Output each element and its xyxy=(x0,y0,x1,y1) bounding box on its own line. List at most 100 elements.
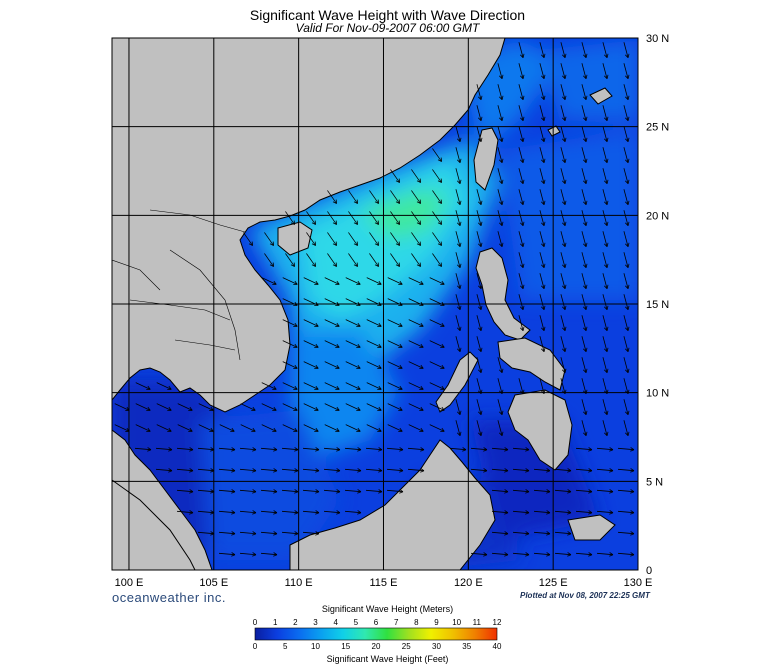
wave-direction-arrow xyxy=(387,382,403,391)
wave-direction-arrow xyxy=(366,319,382,328)
longitude-label: 100 E xyxy=(115,577,144,589)
wave-direction-arrow xyxy=(197,531,215,536)
wave-direction-arrow xyxy=(476,126,483,143)
wave-direction-arrow xyxy=(344,468,362,473)
legend-meter-tick: 5 xyxy=(354,618,359,627)
wave-direction-arrow xyxy=(623,210,630,227)
latitude-label: 20 N xyxy=(646,210,669,222)
wave-direction-arrow xyxy=(390,232,400,246)
wave-direction-arrow xyxy=(602,42,609,59)
wave-direction-arrow xyxy=(476,189,483,206)
wave-direction-arrow xyxy=(497,231,504,248)
wave-direction-arrow xyxy=(387,319,403,328)
wave-direction-arrow xyxy=(602,168,609,185)
wave-direction-arrow xyxy=(327,190,337,204)
wave-direction-arrow xyxy=(533,531,551,536)
wave-direction-arrow xyxy=(302,447,320,452)
legend-feet-tick: 5 xyxy=(283,642,288,651)
wave-direction-arrow xyxy=(327,232,337,246)
wave-direction-arrow xyxy=(282,361,298,370)
wave-direction-arrow xyxy=(260,468,278,473)
wave-direction-arrow xyxy=(560,126,567,143)
wave-direction-arrow xyxy=(512,531,530,536)
wave-direction-arrow xyxy=(387,361,403,370)
wave-direction-arrow xyxy=(411,169,421,183)
wave-direction-arrow xyxy=(512,510,530,515)
wave-direction-arrow xyxy=(497,399,504,416)
landmass-luzon xyxy=(475,247,531,341)
wave-direction-arrow xyxy=(455,252,462,269)
wave-direction-arrow xyxy=(518,105,525,122)
wave-direction-arrow xyxy=(369,253,379,267)
wave-direction-arrow xyxy=(387,298,403,307)
wave-direction-arrow xyxy=(539,210,546,227)
wave-direction-arrow xyxy=(285,253,295,267)
wave-direction-arrow xyxy=(345,403,361,412)
wave-direction-arrow xyxy=(218,510,236,515)
wave-direction-arrow xyxy=(366,361,382,370)
wave-direction-arrow xyxy=(261,382,277,391)
wave-direction-arrow xyxy=(602,147,609,164)
wave-direction-arrow xyxy=(390,253,400,267)
wave-direction-arrow xyxy=(429,277,445,286)
wave-direction-arrow xyxy=(512,552,530,557)
wave-direction-arrow xyxy=(281,489,299,494)
wave-direction-arrow xyxy=(560,294,567,311)
wave-direction-arrow xyxy=(369,190,379,204)
wave-direction-arrow xyxy=(345,340,361,349)
wave-direction-arrow xyxy=(411,232,421,246)
wave-direction-arrow xyxy=(554,552,572,557)
wave-direction-arrow xyxy=(324,277,340,286)
legend-feet-tick: 20 xyxy=(372,642,381,651)
landmass-visayas xyxy=(497,337,566,391)
wave-direction-arrow xyxy=(476,273,483,290)
wave-direction-arrow xyxy=(387,403,403,412)
plotted-timestamp: Plotted at Nov 08, 2007 22:25 GMT xyxy=(520,591,650,600)
wave-direction-arrow xyxy=(518,252,525,269)
wave-direction-arrow xyxy=(303,382,319,391)
wave-direction-arrow xyxy=(518,147,525,164)
wave-direction-arrow xyxy=(476,399,483,416)
wave-direction-arrow xyxy=(348,190,358,204)
map-title: Significant Wave Height with Wave Direct… xyxy=(249,7,526,23)
wave-direction-arrow xyxy=(623,42,630,59)
legend-meter-tick: 1 xyxy=(273,618,278,627)
wave-direction-arrow xyxy=(602,63,609,80)
wave-direction-arrow xyxy=(470,447,488,452)
wave-direction-arrow xyxy=(344,510,362,515)
latitude-label: 10 N xyxy=(646,388,669,400)
latitude-labels: 30 N 25 N 20 N 15 N 10 N 5 N 0 xyxy=(646,33,669,577)
wave-direction-arrow xyxy=(432,169,442,183)
wave-direction-arrow xyxy=(491,447,509,452)
wave-direction-arrow xyxy=(345,277,361,286)
wave-direction-arrow xyxy=(327,211,337,225)
wave-direction-arrow xyxy=(366,382,382,391)
wave-direction-arrow xyxy=(497,63,504,80)
wave-direction-arrow xyxy=(623,420,630,437)
wave-direction-arrow xyxy=(429,424,445,433)
landmass-taiwan xyxy=(473,127,499,191)
wave-direction-arrow xyxy=(219,424,235,433)
wave-direction-arrow xyxy=(518,378,525,395)
wave-direction-arrow xyxy=(323,447,341,452)
wave-direction-arrow xyxy=(518,84,525,101)
legend-feet-tick: 25 xyxy=(402,642,411,651)
wave-direction-arrow xyxy=(560,252,567,269)
wave-direction-arrow xyxy=(602,273,609,290)
wave-direction-arrow xyxy=(623,168,630,185)
wave-direction-arrow xyxy=(197,468,215,473)
wave-direction-arrow xyxy=(497,105,504,122)
wave-direction-arrow xyxy=(581,168,588,185)
wave-direction-arrow xyxy=(264,253,274,267)
wave-direction-arrow xyxy=(554,489,572,494)
wave-direction-arrow xyxy=(581,420,588,437)
wave-direction-arrow xyxy=(602,336,609,353)
wave-direction-arrow xyxy=(497,84,504,101)
wave-direction-arrow xyxy=(218,447,236,452)
wave-direction-arrow xyxy=(518,168,525,185)
wave-direction-arrow xyxy=(114,403,130,412)
legend-title-feet: Significant Wave Height (Feet) xyxy=(326,654,449,664)
wave-direction-arrow xyxy=(411,253,421,267)
wave-direction-arrow xyxy=(218,468,236,473)
wave-direction-arrow xyxy=(602,315,609,332)
